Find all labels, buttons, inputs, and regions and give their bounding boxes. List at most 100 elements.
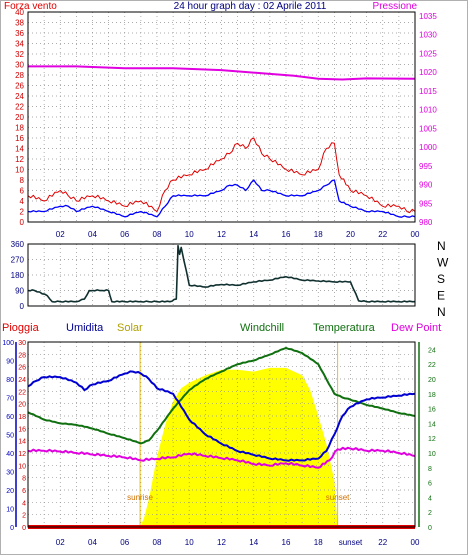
humidity-y-tick: 100 <box>2 340 14 347</box>
pressure-y-tick: 1000 <box>419 143 437 152</box>
pressure-y-tick: 1020 <box>419 68 437 77</box>
temperature-label: Temperatura <box>313 322 376 334</box>
temperature-y-tick: 14 <box>428 421 436 428</box>
climate-x-tick: 00 <box>411 538 420 547</box>
wind-x-tick: 12 <box>217 230 226 239</box>
wind-x-tick: 10 <box>185 230 194 239</box>
climate-x-tick: 06 <box>120 538 129 547</box>
rain-y-tick: 14 <box>18 439 26 446</box>
temperature-y-tick: 6 <box>428 481 432 488</box>
rain-y-tick: 26 <box>18 365 26 372</box>
wind-y-tick: 14 <box>15 145 24 154</box>
humidity-y-tick: 80 <box>6 377 14 384</box>
compass-label: E <box>437 289 445 303</box>
wind-y-tick: 4 <box>20 197 25 206</box>
rain-y-tick: 22 <box>18 389 26 396</box>
climate-frame <box>27 341 416 528</box>
wind-x-tick: 14 <box>249 230 258 239</box>
pressure-y-tick: 1030 <box>419 31 437 40</box>
rain-y-tick: 30 <box>18 340 26 347</box>
wind-y-tick: 34 <box>15 40 24 49</box>
rain-y-tick: 4 <box>22 500 26 507</box>
wind-y-tick: 0 <box>20 218 25 227</box>
wind-pressure-frame <box>27 11 416 223</box>
wind-y-tick: 32 <box>15 50 24 59</box>
wind-y-tick: 2 <box>20 208 25 217</box>
climate-x-tick: 14 <box>249 538 258 547</box>
wind-x-tick: 08 <box>153 230 162 239</box>
rain-label: Pioggia <box>2 322 40 334</box>
climate-x-tick: 22 <box>378 538 387 547</box>
climate-x-tick: 12 <box>217 538 226 547</box>
wind-y-tick: 12 <box>15 155 24 164</box>
temperature-y-tick: 12 <box>428 436 436 443</box>
wind-x-tick: 18 <box>314 230 323 239</box>
wind-axis-title: Forza vento <box>4 1 57 12</box>
rain-y-tick: 2 <box>22 513 26 520</box>
compass-label: N <box>437 305 446 319</box>
temperature-y-tick: 18 <box>428 392 436 399</box>
rain-y-tick: 28 <box>18 352 26 359</box>
pressure-y-tick: 1005 <box>419 124 437 133</box>
humidity-y-tick: 20 <box>6 488 14 495</box>
rain-y-tick: 16 <box>18 426 26 433</box>
pressure-y-tick: 1010 <box>419 106 437 115</box>
temperature-y-tick: 8 <box>428 466 432 473</box>
humidity-y-tick: 10 <box>6 507 14 514</box>
compass-label: N <box>437 239 446 253</box>
dewpoint-line <box>27 446 416 469</box>
wind-x-tick: 20 <box>346 230 355 239</box>
wind-y-tick: 22 <box>15 103 24 112</box>
humidity-y-tick: 60 <box>6 414 14 421</box>
temperature-y-tick: 20 <box>428 377 436 384</box>
wind-y-tick: 36 <box>15 29 24 38</box>
wind-y-tick: 6 <box>20 187 25 196</box>
rain-y-tick: 6 <box>22 488 26 495</box>
wind-grid <box>28 11 415 223</box>
rain-y-tick: 12 <box>18 451 26 458</box>
dewpoint-label: Dew Point <box>391 322 441 334</box>
wind-x-tick: 02 <box>56 230 65 239</box>
sunrise-label: sunrise <box>127 493 153 502</box>
temperature-y-tick: 2 <box>428 510 432 517</box>
wind-x-tick: 06 <box>120 230 129 239</box>
wind-average-line <box>27 179 416 218</box>
wind-y-tick: 18 <box>15 124 24 133</box>
compass-label: W <box>437 256 449 270</box>
wind-y-tick: 8 <box>20 176 25 185</box>
windchill-label: Windchill <box>240 322 284 334</box>
direction-frame <box>27 243 416 307</box>
temperature-y-tick: 22 <box>428 362 436 369</box>
humidity-line <box>27 370 416 462</box>
pressure-y-tick: 1035 <box>419 12 437 21</box>
wind-y-tick: 20 <box>15 113 24 122</box>
direction-y-tick: 270 <box>11 256 25 265</box>
direction-y-tick: 0 <box>20 302 25 311</box>
compass-label: S <box>437 272 445 286</box>
humidity-y-tick: 70 <box>6 396 14 403</box>
rain-y-tick: 24 <box>18 377 26 384</box>
temperature-y-tick: 10 <box>428 451 436 458</box>
wind-y-tick: 24 <box>15 92 24 101</box>
chart-title: 24 hour graph day : 02 Aprile 2011 <box>174 1 327 12</box>
wind-x-tick: 22 <box>378 230 387 239</box>
climate-x-tick: 10 <box>185 538 194 547</box>
temperature-y-tick: 16 <box>428 407 436 414</box>
direction-y-tick: 180 <box>11 271 25 280</box>
wind-x-tick: 04 <box>88 230 97 239</box>
humidity-y-tick: 30 <box>6 470 14 477</box>
rain-y-tick: 8 <box>22 476 26 483</box>
temperature-y-tick: 4 <box>428 495 432 502</box>
climate-x-tick: 16 <box>282 538 291 547</box>
wind-y-tick: 38 <box>15 19 24 28</box>
pressure-y-tick: 985 <box>419 199 433 208</box>
climate-x-tick: 18 <box>314 538 323 547</box>
sunset-label: sunset <box>326 493 350 502</box>
climate-x-tick: 08 <box>153 538 162 547</box>
humidity-label: Umidita <box>66 322 104 334</box>
humidity-y-tick: 50 <box>6 433 14 440</box>
wind-y-tick: 16 <box>15 134 24 143</box>
rain-y-tick: 20 <box>18 402 26 409</box>
pressure-axis-title: Pressione <box>373 1 418 12</box>
